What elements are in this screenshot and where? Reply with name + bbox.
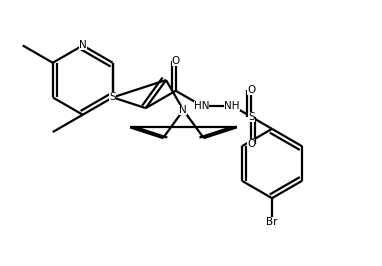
Text: N: N xyxy=(79,40,87,51)
Text: S: S xyxy=(248,112,254,122)
Text: HN: HN xyxy=(194,101,209,111)
Text: S: S xyxy=(109,92,116,102)
Text: N: N xyxy=(180,105,187,115)
Text: Br: Br xyxy=(266,217,278,227)
Text: O: O xyxy=(172,56,180,66)
Text: NH: NH xyxy=(224,101,240,111)
Text: O: O xyxy=(247,139,255,149)
Text: O: O xyxy=(247,85,255,95)
